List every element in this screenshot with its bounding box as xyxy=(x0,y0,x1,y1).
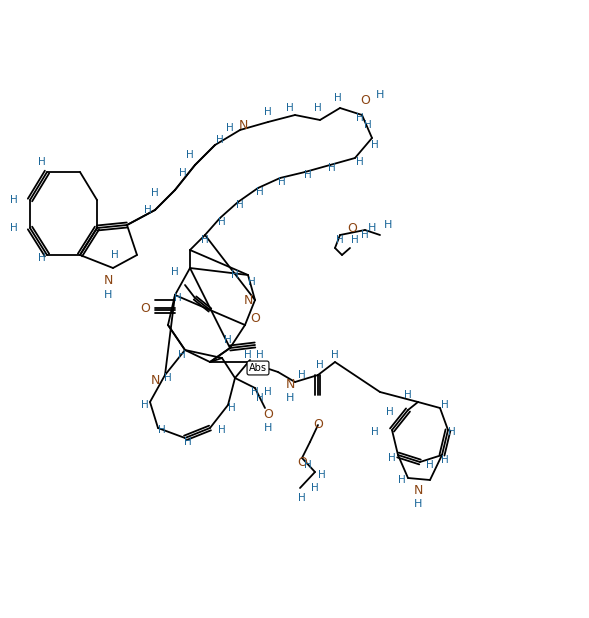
Text: H: H xyxy=(186,150,194,160)
Text: H: H xyxy=(10,223,18,233)
Text: H: H xyxy=(278,177,286,187)
Text: H: H xyxy=(141,400,149,410)
Text: H: H xyxy=(384,220,392,230)
Text: H: H xyxy=(218,425,226,435)
Text: H: H xyxy=(178,350,186,360)
Text: H: H xyxy=(371,140,379,150)
Text: H: H xyxy=(364,120,372,130)
Text: H: H xyxy=(216,135,224,145)
Text: H: H xyxy=(316,360,324,370)
Text: H: H xyxy=(298,370,306,380)
Text: H: H xyxy=(314,103,322,113)
Text: H: H xyxy=(404,390,412,400)
Text: O: O xyxy=(140,302,150,315)
Text: H: H xyxy=(264,423,272,433)
Text: H: H xyxy=(179,168,187,178)
Text: H: H xyxy=(226,123,234,133)
Text: H: H xyxy=(144,205,152,215)
Text: H: H xyxy=(111,250,119,260)
Text: H: H xyxy=(356,113,364,123)
Text: H: H xyxy=(351,235,359,245)
Text: O: O xyxy=(347,221,357,234)
Text: H: H xyxy=(256,393,264,403)
Text: H: H xyxy=(171,267,179,277)
Text: H: H xyxy=(286,393,294,403)
Text: H: H xyxy=(356,157,364,167)
Text: H: H xyxy=(228,403,236,413)
Text: H: H xyxy=(414,499,422,509)
Text: H: H xyxy=(304,170,312,180)
Text: H: H xyxy=(164,373,172,383)
Text: H: H xyxy=(38,253,46,263)
Text: H: H xyxy=(398,475,406,485)
Text: H: H xyxy=(441,400,449,410)
Text: H: H xyxy=(218,217,226,227)
Text: H: H xyxy=(248,277,256,287)
Text: H: H xyxy=(256,350,264,360)
Text: H: H xyxy=(224,335,232,345)
Text: H: H xyxy=(376,90,384,100)
Text: H: H xyxy=(328,163,336,173)
Text: H: H xyxy=(441,455,449,465)
Text: O: O xyxy=(360,93,370,106)
Text: O: O xyxy=(263,408,273,421)
Text: Abs: Abs xyxy=(249,363,267,373)
Text: H: H xyxy=(104,290,112,300)
Text: H: H xyxy=(244,350,252,360)
Text: H: H xyxy=(331,350,339,360)
Text: N: N xyxy=(239,119,248,132)
Text: N: N xyxy=(150,373,160,386)
Text: H: H xyxy=(448,427,456,437)
Text: H: H xyxy=(426,460,434,470)
Text: H: H xyxy=(286,103,294,113)
Text: O: O xyxy=(250,311,260,324)
Text: H: H xyxy=(264,107,272,117)
Text: H: H xyxy=(236,200,244,210)
Text: N: N xyxy=(103,274,112,287)
Text: H: H xyxy=(336,235,344,245)
Text: H: H xyxy=(368,223,376,233)
Text: H: H xyxy=(174,293,182,303)
Text: O: O xyxy=(313,418,323,431)
Text: H: H xyxy=(388,453,396,463)
Text: H: H xyxy=(298,493,306,503)
Text: H: H xyxy=(264,387,272,397)
Text: H: H xyxy=(256,187,264,197)
Text: O: O xyxy=(297,455,307,468)
Text: H: H xyxy=(10,195,18,205)
Text: N: N xyxy=(413,483,423,496)
Text: H: H xyxy=(334,93,342,103)
Text: H: H xyxy=(304,460,312,470)
Text: H: H xyxy=(151,188,159,198)
Text: H: H xyxy=(184,437,192,447)
Text: H: H xyxy=(251,387,259,397)
Text: H: H xyxy=(201,235,209,245)
Text: H: H xyxy=(38,157,46,167)
Text: N: N xyxy=(243,294,253,307)
Text: H: H xyxy=(371,427,379,437)
Text: H: H xyxy=(386,407,394,417)
Text: N: N xyxy=(285,378,294,391)
Text: H: H xyxy=(231,270,239,280)
Text: H: H xyxy=(361,230,369,240)
Text: H: H xyxy=(158,425,166,435)
Text: H: H xyxy=(311,483,319,493)
Text: H: H xyxy=(318,470,326,480)
